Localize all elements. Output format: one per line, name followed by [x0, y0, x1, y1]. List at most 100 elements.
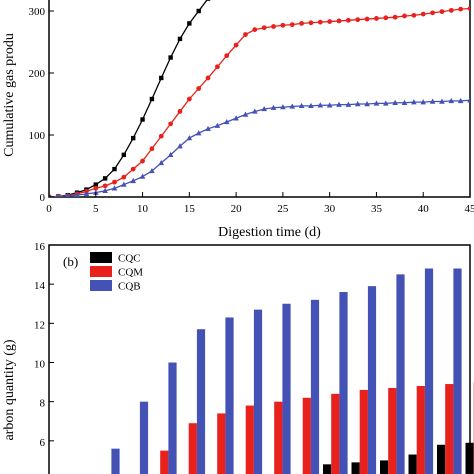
panel-a-point: [242, 111, 249, 117]
legend-label: CQM: [118, 267, 143, 279]
panel-a-point: [429, 98, 436, 104]
panel-a-point: [392, 14, 398, 20]
panel-b-bar: [225, 317, 234, 474]
panel-a-point: [130, 166, 136, 172]
panel-a-point: [457, 97, 464, 104]
panel-a-point: [93, 182, 98, 187]
panel-b-y-tick-label: 10: [34, 359, 46, 371]
panel-a-point: [167, 151, 174, 158]
panel-a-point: [74, 192, 80, 197]
panel-a-point: [149, 146, 155, 152]
panel-b-bar: [359, 389, 368, 474]
panel-a-x-tick-label: 10: [137, 203, 149, 215]
panel-a-x-tick-label: 0: [46, 203, 52, 215]
panel-b-bar: [188, 423, 197, 474]
panel-b-bar: [168, 362, 177, 474]
panel-a-point: [270, 104, 277, 110]
legend-label: CQC: [118, 253, 141, 265]
panel-a-point: [56, 193, 61, 197]
panel-a-point: [215, 64, 220, 70]
panel-a-point: [252, 27, 258, 32]
panel-a-point: [224, 53, 230, 59]
panel-a-point: [271, 24, 276, 29]
panel-a-point: [205, 125, 211, 131]
panel-a-point: [205, 0, 211, 1]
panel-a-x-tick-label: 20: [231, 203, 243, 215]
panel-a-point: [102, 176, 108, 181]
panel-a-series-line: [49, 7, 470, 197]
panel-a-point: [149, 96, 155, 102]
panel-a-y-tick-label: 100: [29, 130, 46, 142]
panel-a-point: [196, 86, 202, 91]
panel-a-point: [186, 96, 192, 102]
panel-a-point: [289, 103, 296, 109]
panel-a-point: [280, 22, 286, 28]
panel-b-bar: [416, 386, 425, 474]
panel-b-bar: [453, 268, 462, 474]
panel-a-point: [187, 21, 192, 26]
panel-a-point: [112, 166, 117, 172]
panel-a-point: [439, 98, 445, 104]
panel-a-point: [131, 135, 136, 141]
panel-b-label: (b): [63, 254, 78, 269]
panel-a-point: [467, 97, 470, 103]
panel-a-point: [177, 143, 183, 149]
panel-a-point: [411, 12, 417, 18]
panel-a-point: [364, 101, 370, 107]
panel-a-point: [298, 102, 305, 109]
panel-a-y-axis-label: Cumulative gas produ: [2, 33, 17, 157]
panel-b-bar: [380, 460, 389, 474]
panel-a-point: [261, 25, 267, 31]
panel-a-x-tick-label: 35: [371, 203, 383, 215]
panel-a-series-line: [49, 99, 470, 197]
legend-label: CQB: [118, 281, 141, 293]
panel-a-x-tick-label: 15: [184, 203, 196, 215]
panel-b-y-tick-label: 6: [40, 437, 46, 449]
panel-b-bar: [323, 464, 332, 474]
panel-a-point: [112, 179, 117, 185]
panel-a-point: [195, 130, 202, 136]
panel-a-point: [158, 159, 165, 166]
panel-a-y-tick-label: 0: [40, 192, 46, 204]
panel-a-point: [439, 9, 445, 15]
panel-a-point: [354, 101, 361, 107]
panel-a-point: [121, 152, 127, 158]
panel-b-bar: [388, 387, 397, 474]
panel-a-point: [345, 101, 352, 107]
panel-a-point: [467, 6, 470, 11]
panel-a-point: [177, 36, 183, 42]
panel-b-bar: [111, 448, 120, 474]
panel-a-point: [327, 19, 333, 24]
panel-b-bar: [408, 454, 417, 474]
panel-a-point: [317, 19, 323, 25]
panel-b-bar: [465, 442, 474, 474]
panel-a-point: [299, 21, 304, 26]
panel-a-point: [168, 121, 174, 127]
panel-a-point: [158, 133, 164, 139]
panel-a-point: [336, 101, 342, 107]
panel-a-point: [159, 75, 164, 81]
panel-b-bar: [331, 393, 340, 474]
panel-a-point: [205, 75, 211, 81]
panel-a-point: [383, 100, 389, 106]
panel-b-bar: [339, 292, 348, 474]
panel-b-bar: [445, 384, 454, 474]
panel-b-y-tick-label: 12: [34, 319, 45, 331]
panel-a-point: [186, 135, 193, 141]
panel-a-x-tick-label: 30: [324, 203, 336, 215]
panel-b-bar: [253, 309, 263, 474]
panel-a-point: [233, 42, 239, 48]
panel-b-bar: [282, 303, 291, 474]
panel-a-point: [111, 185, 118, 191]
panel-a-point: [430, 10, 435, 16]
panel-b-bar: [217, 413, 226, 474]
panel-a-point: [458, 6, 464, 12]
panel-a-point: [149, 167, 155, 174]
panel-a-point: [140, 117, 145, 122]
panel-a-point: [93, 185, 99, 191]
panel-a-point: [243, 32, 248, 37]
panel-a-point: [448, 7, 454, 13]
panel-a-point: [196, 8, 201, 14]
panel-a-y-tick-label: 300: [29, 6, 46, 18]
panel-b-bar: [302, 397, 311, 474]
